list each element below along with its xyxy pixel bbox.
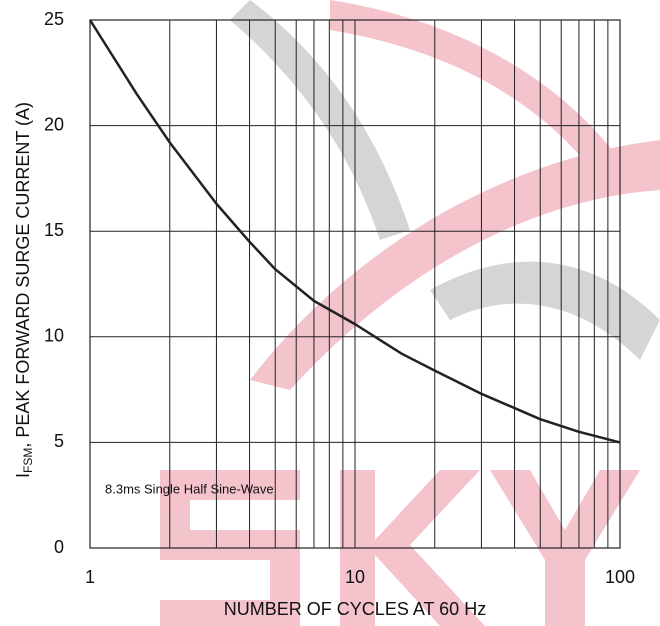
x-axis-label: NUMBER OF CYCLES AT 60 Hz (224, 599, 486, 619)
x-tick-label: 100 (605, 567, 635, 587)
data-line (88, 19, 621, 444)
y-tick-label: 0 (54, 537, 64, 557)
y-tick-label: 20 (44, 114, 64, 134)
y-axis-label: IFSM, PEAK FORWARD SURGE CURRENT (A) (13, 102, 35, 478)
annotation: 8.3ms Single Half Sine-Wave (105, 481, 274, 496)
x-tick-label: 10 (345, 567, 365, 587)
y-tick-label: 5 (54, 431, 64, 451)
y-tick-label: 25 (44, 9, 64, 29)
y-tick-label: 10 (44, 326, 64, 346)
y-label-sub: FSM (21, 448, 35, 473)
watermark (160, 0, 660, 626)
y-tick-label: 15 (44, 220, 64, 240)
y-label-main: I (13, 473, 33, 478)
y-label-rest: , PEAK FORWARD SURGE CURRENT (A) (13, 102, 33, 448)
x-tick-label: 1 (85, 567, 95, 587)
